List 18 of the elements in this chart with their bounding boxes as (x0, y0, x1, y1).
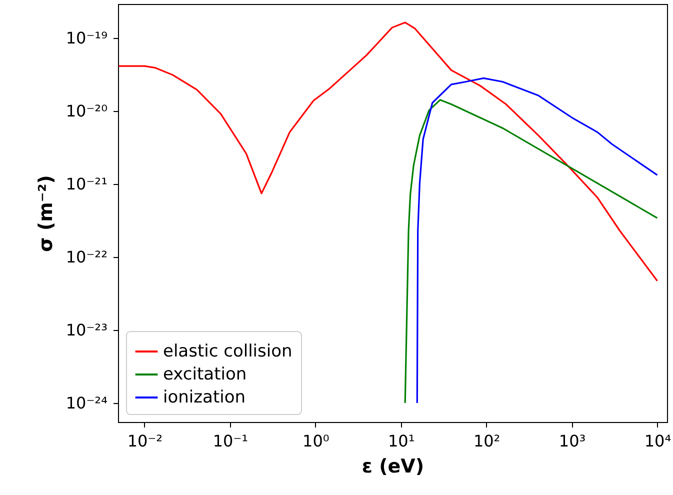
y-tick-label: 10⁻²⁰ (66, 101, 108, 120)
y-tick-label: 10⁻¹⁹ (66, 28, 108, 48)
y-axis-title: σ (m⁻²) (34, 175, 57, 252)
x-tick-label: 10¹ (388, 432, 415, 450)
x-tick-label: 10⁰ (302, 432, 330, 450)
y-tick-label: 10⁻²³ (66, 320, 108, 340)
legend-label: excitation (163, 364, 247, 384)
y-tick-label: 10⁻²⁴ (66, 394, 108, 413)
x-tick-label: 10⁻¹ (212, 432, 248, 450)
x-tick-label: 10⁻² (127, 432, 163, 450)
x-axis-title: ε (eV) (362, 456, 424, 478)
y-tick-label: 10⁻²¹ (66, 174, 108, 194)
legend-label: elastic collision (163, 342, 292, 362)
x-tick-label: 10⁴ (644, 432, 672, 450)
x-tick-label: 10³ (558, 432, 586, 450)
legend-label: ionization (163, 388, 246, 408)
x-tick-label: 10² (473, 432, 500, 450)
y-tick-label: 10⁻²² (66, 247, 108, 266)
